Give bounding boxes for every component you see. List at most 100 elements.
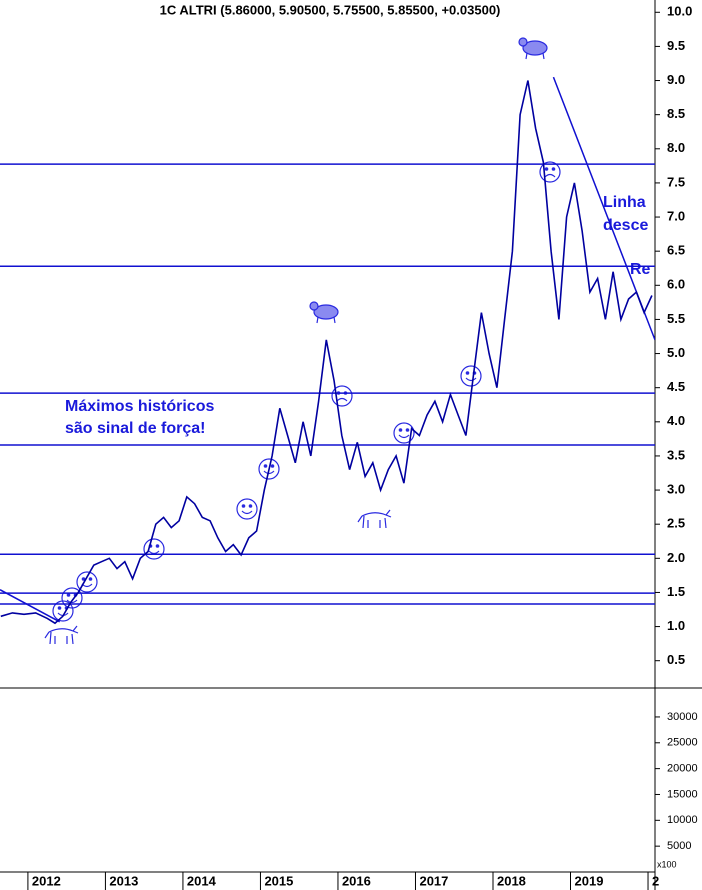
y-tick-label: 5.0 <box>667 345 685 360</box>
volume-bar <box>182 846 192 872</box>
volume-bar <box>438 825 448 872</box>
y-tick-label: 3.5 <box>667 447 685 462</box>
volume-bar <box>542 807 552 872</box>
volume-bar <box>414 820 424 872</box>
annotation: Máximos históricos <box>65 398 214 415</box>
volume-bar <box>600 800 610 872</box>
bear <box>309 301 339 324</box>
x-tick-label: 2017 <box>419 873 448 888</box>
volume-bar <box>612 805 622 872</box>
smiley <box>143 538 165 560</box>
volume-bar <box>205 841 215 872</box>
volume-bar <box>554 800 564 872</box>
volume-bar <box>170 836 180 872</box>
volume-bar <box>263 825 273 872</box>
volume-bar <box>135 849 145 872</box>
y-tick-label: 2.5 <box>667 516 685 531</box>
y-tick-label: 4.5 <box>667 379 685 394</box>
volume-bar <box>635 794 645 872</box>
y-tick-label: 9.5 <box>667 38 685 53</box>
volume-bar <box>461 818 471 872</box>
trend-line <box>0 589 61 623</box>
volume-bar <box>519 820 529 872</box>
volume-bar <box>89 851 99 872</box>
volume-bar <box>193 838 203 872</box>
volume-bar <box>147 841 157 872</box>
volume-bar <box>124 846 134 872</box>
y-tick-label: 1.0 <box>667 618 685 633</box>
x-tick-label: 2015 <box>264 873 293 888</box>
x-tick-label: 2018 <box>497 873 526 888</box>
volume-bar <box>275 820 285 872</box>
volume-bar <box>345 820 355 872</box>
x-tick-label: 2016 <box>342 873 371 888</box>
volume-bar <box>507 810 517 872</box>
smiley <box>460 365 482 387</box>
volume-bar <box>217 844 227 872</box>
y-tick-label: 2.0 <box>667 550 685 565</box>
volume-bar <box>566 805 576 872</box>
volume-bar <box>159 844 169 872</box>
y-tick-label: 9.0 <box>667 72 685 87</box>
y-tick-label: 20000 <box>667 763 698 775</box>
volume-bar <box>426 836 436 872</box>
y-tick-label: 7.5 <box>667 174 685 189</box>
volume-bar <box>321 825 331 872</box>
y-tick-label: 10000 <box>667 814 698 826</box>
volume-bar <box>77 854 87 872</box>
y-tick-label: 10.0 <box>667 4 692 19</box>
y-tick-label: 6.0 <box>667 277 685 292</box>
volume-bar <box>286 831 296 872</box>
x-tick-label: 2019 <box>575 873 604 888</box>
y-tick-label: 1.5 <box>667 584 685 599</box>
frowny <box>539 161 561 183</box>
volume-bar <box>0 864 6 872</box>
x-tick-label: 2013 <box>109 873 138 888</box>
y-tick-label: 0.5 <box>667 652 685 667</box>
x-tick-label: 2014 <box>187 873 217 888</box>
volume-bar <box>368 831 378 872</box>
y-tick-label: 8.0 <box>667 140 685 155</box>
y-tick-label: 6.5 <box>667 243 685 258</box>
volume-bar <box>298 810 308 872</box>
volume-bar <box>531 815 541 872</box>
plot-area <box>0 76 655 872</box>
volume-bar <box>100 701 110 872</box>
volume-bar <box>31 864 41 872</box>
volume-bar <box>449 805 459 872</box>
volume-bar <box>577 794 587 872</box>
volume-bar <box>496 789 506 872</box>
volume-bar <box>484 794 494 872</box>
volume-bar <box>391 823 401 872</box>
y-tick-label: 3.0 <box>667 482 685 497</box>
smiley <box>236 498 258 520</box>
annotation: Re <box>630 261 651 278</box>
volume-bar <box>333 756 343 872</box>
volume-bar <box>66 861 76 872</box>
smiley <box>258 458 280 480</box>
volume-bar <box>379 825 389 872</box>
volume-bar <box>403 831 413 872</box>
bull <box>357 509 392 529</box>
bull <box>44 625 79 645</box>
price-line <box>0 80 653 625</box>
y-tick-label: 5.5 <box>667 311 685 326</box>
volume-bar <box>42 862 52 872</box>
y-tick-label: 5000 <box>667 840 691 852</box>
annotation: Linha <box>603 194 646 211</box>
volume-bar <box>240 841 250 872</box>
volume-bar <box>7 866 17 872</box>
volume-bar <box>19 863 29 872</box>
bear <box>518 37 548 60</box>
x-tick-label: 2 <box>652 873 659 888</box>
annotation-icons <box>44 37 561 645</box>
volume-bar <box>624 769 634 872</box>
volume-bar <box>472 800 482 872</box>
y-tick-label: 4.0 <box>667 413 685 428</box>
y-tick-label: 8.5 <box>667 106 685 121</box>
y-tick-label: 25000 <box>667 737 698 749</box>
volume-bar <box>589 784 599 872</box>
volume-bar <box>356 763 366 872</box>
